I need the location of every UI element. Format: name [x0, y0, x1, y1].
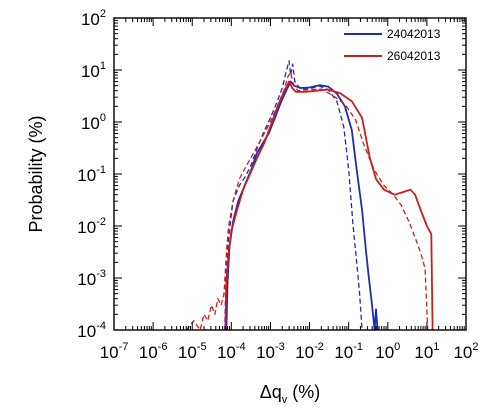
legend-label: 26042013 — [387, 49, 441, 63]
x-tick-label: 102 — [453, 341, 478, 362]
series-line-3-dashed — [185, 71, 429, 331]
series-layer — [185, 60, 434, 331]
x-tick-label: 10-5 — [178, 341, 207, 362]
legend: 24042013 26042013 — [344, 27, 441, 63]
x-axis-label-subscript: v — [282, 394, 288, 406]
series-line-1-dashed — [224, 60, 363, 331]
y-tick-label: 10-1 — [77, 164, 106, 185]
plot-frame — [113, 17, 467, 331]
x-axis-label: Δqv (%) — [260, 382, 321, 406]
x-axis-label-prefix: Δq — [260, 382, 282, 402]
y-tick-label: 10-2 — [77, 216, 106, 237]
y-tick-label: 10-3 — [77, 268, 106, 289]
y-axis-label: Probability (%) — [26, 115, 46, 232]
x-tick-label: 10-4 — [217, 341, 246, 362]
y-tick-label: 10-4 — [77, 320, 106, 341]
x-tick-label: 10-1 — [334, 341, 363, 362]
x-tick-label: 10-6 — [139, 341, 168, 362]
series-line-2-solid — [224, 80, 434, 331]
x-tick-label: 10-7 — [100, 341, 129, 362]
x-tick-label: 100 — [375, 341, 400, 362]
x-tick-label: 10-3 — [256, 341, 285, 362]
x-tick-label: 101 — [414, 341, 439, 362]
x-tick-label: 10-2 — [295, 341, 324, 362]
series-line-0-solid — [225, 80, 379, 331]
legend-label: 24042013 — [387, 27, 441, 41]
y-tick-label: 101 — [81, 60, 106, 81]
y-tick-label: 102 — [81, 8, 106, 29]
x-axis-label-suffix: (%) — [287, 382, 320, 402]
y-tick-label: 100 — [81, 112, 106, 133]
